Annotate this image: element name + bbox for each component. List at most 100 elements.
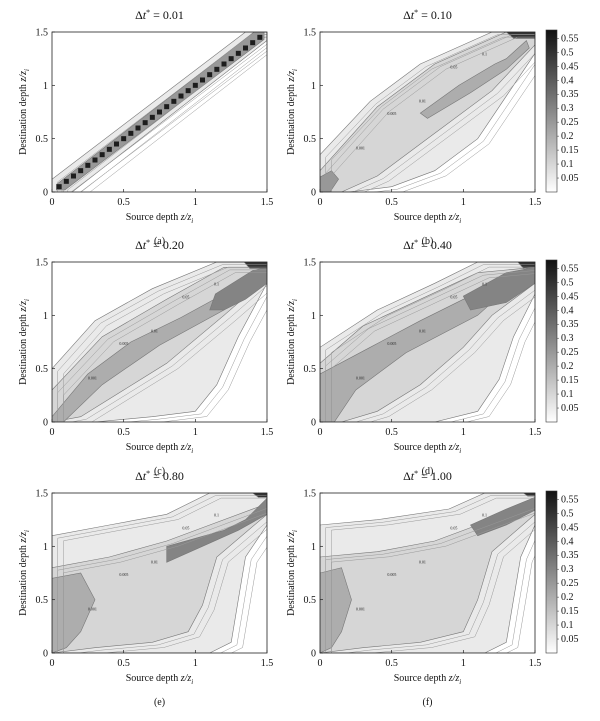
- contour-region-3: [209, 266, 267, 311]
- peak-marker-5: [92, 157, 98, 163]
- y-axis-label: Destination depth z/zi: [286, 299, 299, 385]
- peak-marker-22: [214, 66, 220, 72]
- colorbar-tick-label: 0.35: [561, 89, 579, 100]
- contour-label-4: 0.1: [482, 281, 487, 286]
- x-tick-label: 1: [461, 197, 466, 208]
- contour-label-0: 0.001: [356, 145, 365, 150]
- contour-label-1: 0.005: [119, 341, 128, 346]
- x-tick-label: 0: [50, 427, 55, 438]
- x-tick-label: 1: [193, 197, 198, 208]
- colorbar-tick-label: 0.2: [561, 131, 574, 142]
- contour-line-0-1: [63, 266, 267, 422]
- peak-marker-18: [185, 88, 191, 94]
- colorbar-tick-label: 0.15: [561, 606, 579, 617]
- y-tick-label: 1: [43, 311, 48, 322]
- x-tick-label: 1.5: [261, 427, 274, 438]
- plot-frame: [51, 31, 268, 193]
- x-tick-label: 0: [318, 427, 323, 438]
- colorbar-tick-label: 0.25: [561, 117, 579, 128]
- colorbar-tick-label: 0.4: [561, 75, 574, 86]
- colorbar-tick-label: 0.05: [561, 173, 579, 184]
- colorbar-tick-label: 0.5: [561, 508, 574, 519]
- y-tick-label: 0.5: [36, 595, 49, 606]
- contour-label-2: 0.01: [419, 328, 426, 333]
- colorbar-tick-label: 0.45: [561, 522, 579, 533]
- colorbar-tick-label: 0.55: [561, 263, 579, 274]
- contour-label-4: 0.1: [214, 281, 219, 286]
- panel-b: 0.001 0.005 0.01 0.05 0.1 00 0.5 0.5 1 1 1.5 1.5 Δt*…: [286, 8, 579, 247]
- x-tick-label: 0.5: [385, 197, 398, 208]
- colorbar-gradient: [545, 29, 558, 193]
- contour-label-4: 0.1: [482, 51, 487, 56]
- contour-region-3: [166, 497, 267, 563]
- peak-marker-11: [135, 125, 141, 131]
- y-axis-label: Destination depth z/zi: [18, 299, 31, 385]
- panel-title: Δt* = 0.10: [403, 8, 452, 22]
- colorbar-tick-label: 0.55: [561, 494, 579, 505]
- y-tick-label: 0: [43, 418, 48, 429]
- colorbar-tick-label: 0.3: [561, 333, 574, 344]
- panel-title: Δt* = 0.80: [135, 469, 184, 483]
- x-tick-label: 0.5: [385, 658, 398, 669]
- contour-line-0-1: [63, 36, 267, 192]
- plot-frame: [319, 31, 536, 193]
- peak-marker-12: [142, 120, 148, 126]
- x-tick-label: 1: [461, 658, 466, 669]
- y-tick-label: 1: [311, 311, 316, 322]
- colorbar-tick-label: 0.5: [561, 277, 574, 288]
- contour-line-1-1: [67, 36, 267, 192]
- contour-region-2: [419, 39, 530, 119]
- colorbar-tick-label: 0.4: [561, 536, 574, 547]
- x-tick-label: 0.5: [117, 658, 130, 669]
- colorbar-tick-label: 0.1: [561, 620, 574, 631]
- contour-line-1-0: [57, 508, 267, 653]
- contour-line-0-0: [325, 34, 535, 192]
- contour-line-1-1: [63, 272, 267, 422]
- plot-frame: [319, 261, 536, 423]
- y-tick-label: 1: [43, 542, 48, 553]
- x-tick-label: 0: [50, 658, 55, 669]
- colorbar-tick-label: 0.3: [561, 103, 574, 114]
- y-tick-label: 1.5: [36, 489, 49, 500]
- colorbar-tick-label: 0.15: [561, 145, 579, 156]
- peak-marker-25: [235, 50, 241, 56]
- y-tick-label: 0.5: [304, 595, 317, 606]
- contour-line-0-0: [57, 264, 267, 422]
- peak-marker-19: [192, 82, 198, 88]
- x-tick-label: 1.5: [529, 427, 542, 438]
- colorbar-tick-label: 0.1: [561, 389, 574, 400]
- colorbar-tick-label: 0.2: [561, 592, 574, 603]
- peak-marker-1: [63, 178, 69, 184]
- contour-line-0-1: [63, 497, 267, 653]
- x-tick-label: 0: [318, 197, 323, 208]
- y-axis-label: Destination depth z/zi: [286, 530, 299, 616]
- peak-marker-15: [164, 104, 170, 110]
- colorbar-tick-label: 0.55: [561, 33, 579, 44]
- colorbar-tick-label: 0.45: [561, 291, 579, 302]
- contour-line-1-0: [325, 270, 535, 422]
- contour-label-4: 0.1: [482, 512, 487, 517]
- x-axis-label: Source depth z/zi: [126, 212, 194, 225]
- panel-d: 0.001 0.005 0.01 0.05 0.1 00 0.5 0.5 1 1 1.5 1.5 Δt*…: [286, 238, 579, 477]
- x-tick-label: 0.5: [117, 427, 130, 438]
- colorbar-tick-label: 0.05: [561, 634, 579, 645]
- colorbar-tick-label: 0.35: [561, 319, 579, 330]
- colorbar-gradient: [545, 490, 558, 654]
- contour-label-3: 0.05: [182, 525, 189, 530]
- x-tick-label: 0: [318, 658, 323, 669]
- peak-marker-6: [99, 152, 105, 158]
- contour-line-1-1: [331, 273, 535, 422]
- y-tick-label: 0: [311, 418, 316, 429]
- contour-region-3: [470, 496, 535, 537]
- contour-region-2: [52, 572, 96, 653]
- contour-line-1-0: [325, 34, 535, 192]
- y-tick-label: 1: [311, 542, 316, 553]
- peak-marker-7: [106, 146, 112, 152]
- x-tick-label: 1: [461, 427, 466, 438]
- peak-marker-17: [178, 93, 184, 99]
- contour-line-1-1: [331, 36, 535, 192]
- contour-label-1: 0.005: [119, 572, 128, 577]
- plot-frame: [51, 492, 268, 654]
- panel-title: Δt* = 0.01: [135, 8, 184, 22]
- contour-label-3: 0.05: [450, 525, 457, 530]
